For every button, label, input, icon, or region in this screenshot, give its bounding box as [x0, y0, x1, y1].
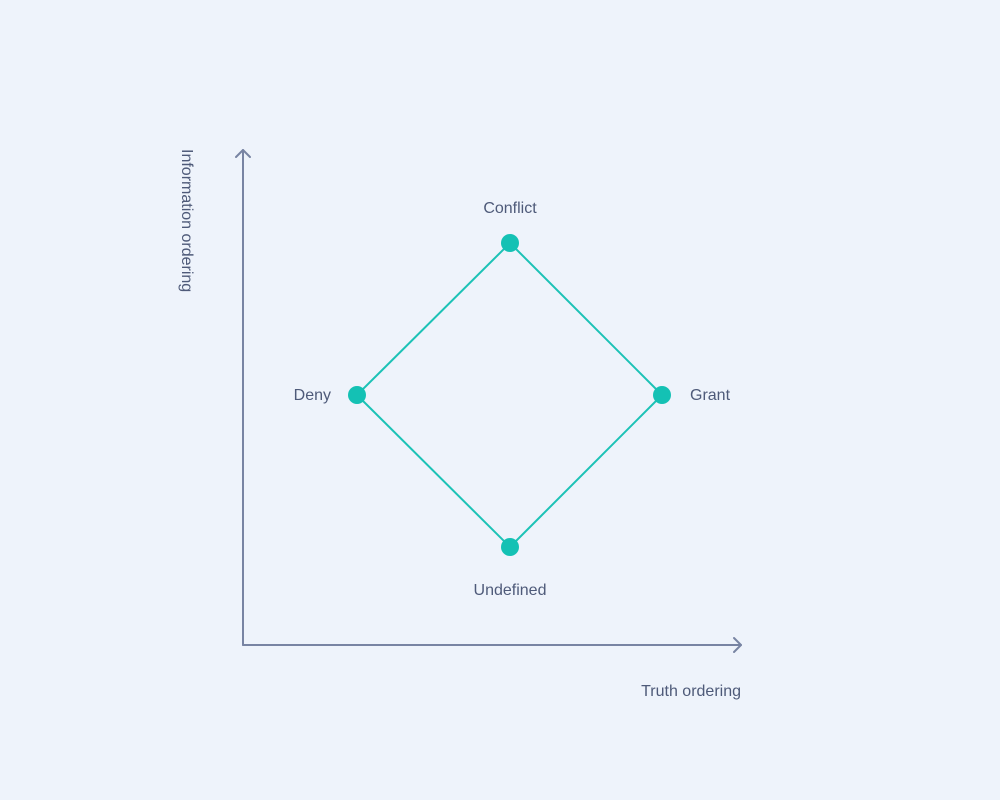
- x-axis-label: Truth ordering: [641, 683, 741, 700]
- nodes: [348, 234, 671, 556]
- label-conflict: Conflict: [483, 200, 537, 217]
- edge-deny-undefined: [356, 394, 511, 548]
- x-axis-arrow-icon: [733, 637, 742, 653]
- edge-conflict-grant: [509, 242, 663, 396]
- y-axis-arrow-icon: [235, 149, 251, 158]
- node-labels: Conflict Deny Grant Undefined: [294, 200, 731, 599]
- edges: [356, 242, 663, 548]
- edge-grant-undefined: [509, 394, 663, 548]
- edge-conflict-deny: [356, 242, 511, 396]
- node-deny: [348, 386, 366, 404]
- node-undefined: [501, 538, 519, 556]
- node-conflict: [501, 234, 519, 252]
- node-grant: [653, 386, 671, 404]
- y-axis-label: Information ordering: [178, 149, 195, 292]
- label-grant: Grant: [690, 387, 731, 404]
- axes: Truth ordering Information ordering: [178, 149, 742, 700]
- label-deny: Deny: [294, 387, 331, 404]
- label-undefined: Undefined: [474, 582, 547, 599]
